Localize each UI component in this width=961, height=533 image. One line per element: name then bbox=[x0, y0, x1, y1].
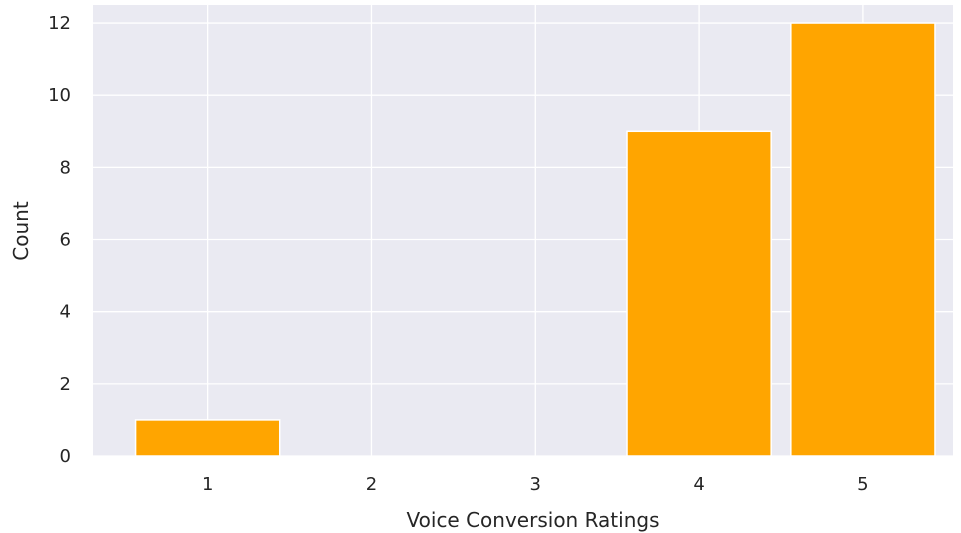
y-axis-label: Count bbox=[9, 201, 33, 261]
x-axis-label: Voice Conversion Ratings bbox=[407, 508, 660, 532]
x-tick-label: 5 bbox=[857, 474, 868, 495]
y-tick-label: 2 bbox=[60, 374, 71, 395]
x-tick-labels: 1 2 3 4 5 bbox=[202, 474, 869, 495]
y-tick-label: 12 bbox=[48, 13, 71, 34]
bars bbox=[134, 22, 936, 457]
y-tick-label: 10 bbox=[48, 85, 71, 106]
bar-rating-1 bbox=[134, 419, 281, 457]
y-tick-label: 8 bbox=[60, 157, 71, 178]
x-tick-label: 3 bbox=[530, 474, 541, 495]
y-tick-label: 0 bbox=[60, 446, 71, 467]
x-tick-label: 2 bbox=[366, 474, 377, 495]
x-tick-label: 4 bbox=[693, 474, 704, 495]
bar-rating-5 bbox=[790, 22, 936, 457]
y-tick-label: 6 bbox=[60, 230, 71, 251]
bar-rating-4 bbox=[626, 130, 772, 457]
x-tick-label: 1 bbox=[202, 474, 213, 495]
y-tick-label: 4 bbox=[60, 302, 71, 323]
y-tick-labels: 0 2 4 6 8 10 12 bbox=[48, 13, 71, 467]
